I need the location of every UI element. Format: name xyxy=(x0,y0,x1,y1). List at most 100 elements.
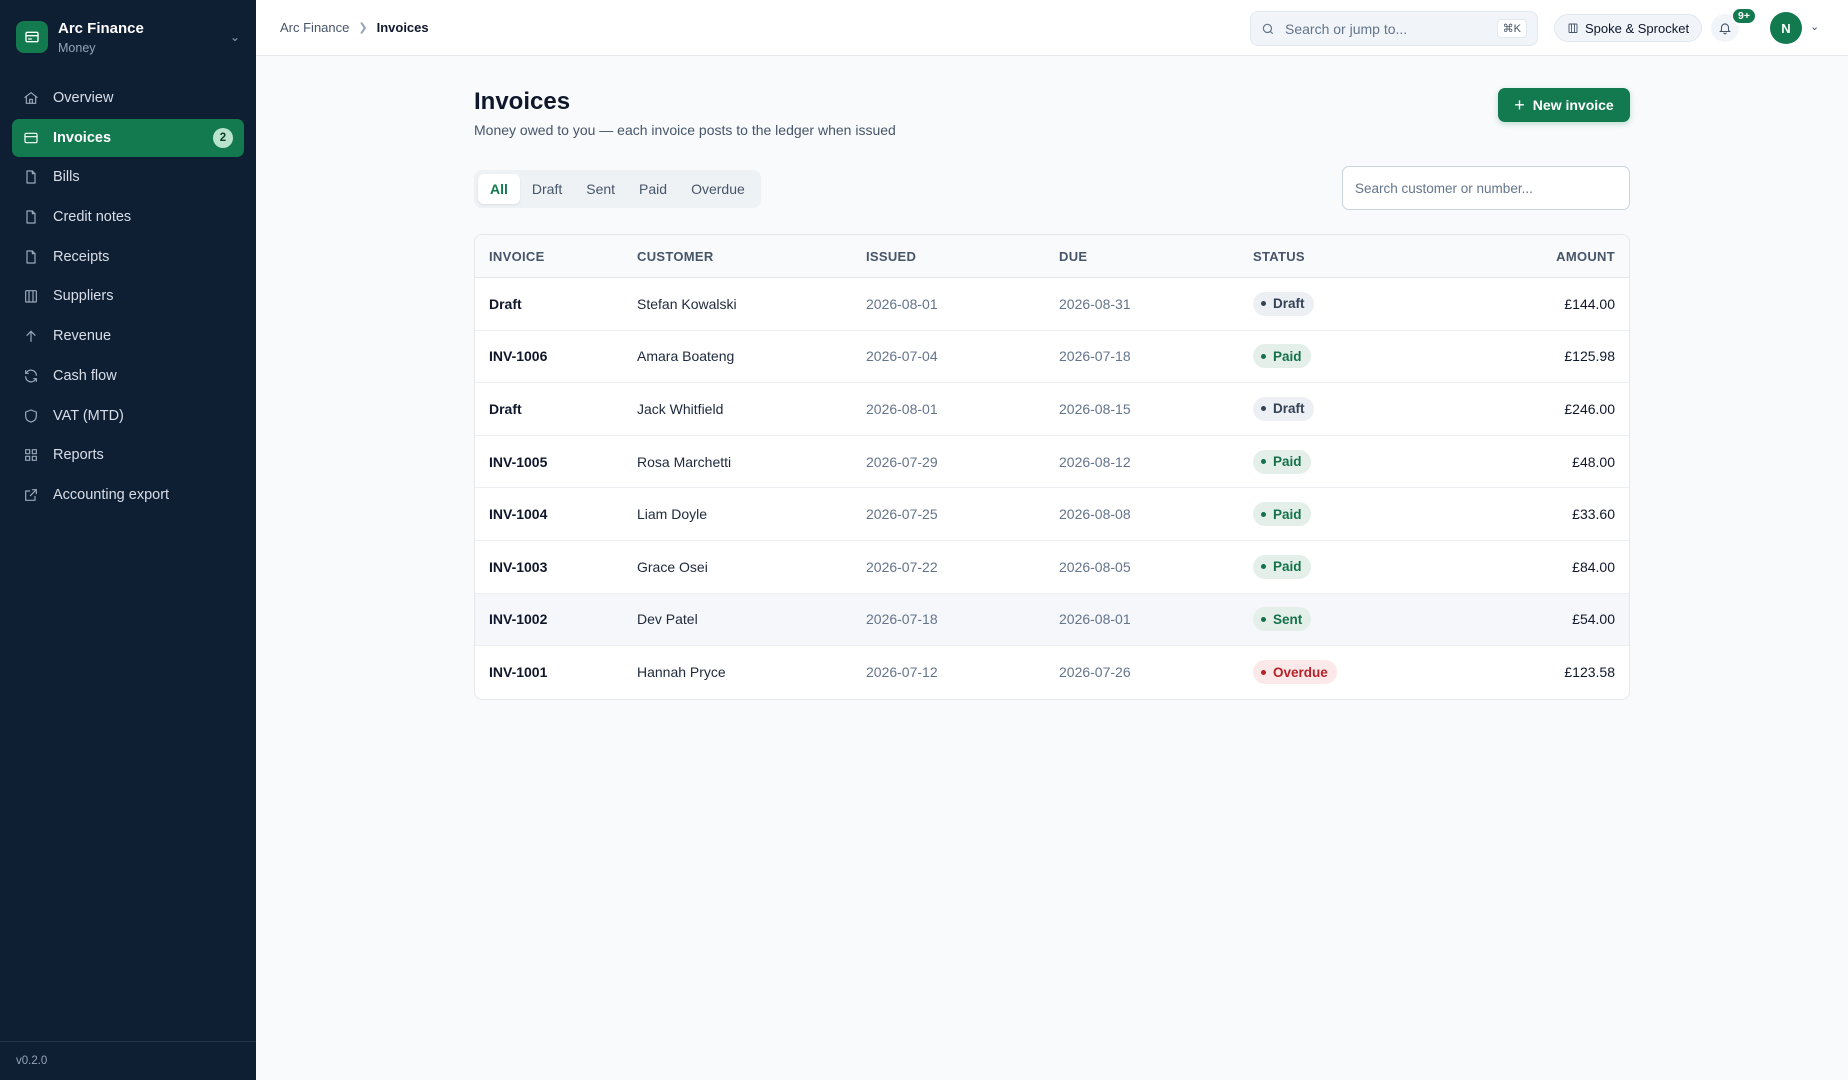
count-badge: 2 xyxy=(213,127,233,148)
issued-date: 2026-08-01 xyxy=(866,400,938,417)
table-row[interactable]: INV-1004 Liam Doyle 2026-07-25 2026-08-0… xyxy=(475,488,1629,541)
due-date: 2026-07-18 xyxy=(1059,348,1131,365)
customer-name: Jack Whitfield xyxy=(637,400,724,417)
chevron-down-icon[interactable]: ⌄ xyxy=(1810,21,1820,33)
invoice-number: INV-1006 xyxy=(489,348,548,365)
due-date: 2026-08-01 xyxy=(1059,611,1131,628)
issued-date: 2026-08-01 xyxy=(866,295,938,312)
page-subtitle: Money owed to you — each invoice posts t… xyxy=(474,122,896,138)
sidebar-item-overview[interactable]: Overview xyxy=(12,79,244,117)
column-header-invoice[interactable]: Invoice xyxy=(489,248,545,264)
tab-overdue[interactable]: Overdue xyxy=(691,181,745,197)
sidebar-item-receipts[interactable]: Receipts xyxy=(12,238,244,276)
customer-name: Dev Patel xyxy=(637,611,698,628)
breadcrumb-current: Invoices xyxy=(376,20,429,35)
page-title: Invoices xyxy=(474,88,571,115)
sidebar-item-reports[interactable]: Reports xyxy=(12,436,244,474)
status-badge: Draft xyxy=(1253,396,1314,421)
chevron-down-icon: ⌄ xyxy=(229,30,240,44)
status-badge: Paid xyxy=(1253,554,1311,579)
sidebar-item-label: Credit notes xyxy=(53,209,132,226)
shortcut-hint: ⌘K xyxy=(1496,19,1527,38)
bell-icon xyxy=(1719,23,1731,35)
due-date: 2026-08-15 xyxy=(1059,400,1131,417)
customer-name: Amara Boateng xyxy=(637,348,735,365)
column-header-due[interactable]: Due xyxy=(1059,248,1088,264)
arrow-up-icon xyxy=(23,328,39,344)
column-header-status[interactable]: Status xyxy=(1253,248,1305,264)
amount: £144.00 xyxy=(1564,295,1615,312)
column-header-issued[interactable]: Issued xyxy=(866,248,917,264)
invoice-number: Draft xyxy=(489,295,522,312)
sidebar-item-accounting-export[interactable]: Accounting export xyxy=(12,476,244,514)
sidebar-item-bills[interactable]: Bills xyxy=(12,158,244,196)
table-row[interactable]: INV-1005 Rosa Marchetti 2026-07-29 2026-… xyxy=(475,436,1629,489)
amount: £54.00 xyxy=(1572,611,1615,628)
sidebar-item-revenue[interactable]: Revenue xyxy=(12,317,244,355)
table-row[interactable]: INV-1002 Dev Patel 2026-07-18 2026-08-01… xyxy=(475,593,1629,647)
column-header-customer[interactable]: Customer xyxy=(637,248,714,264)
table-row[interactable]: Draft Stefan Kowalski 2026-08-01 2026-08… xyxy=(475,278,1629,331)
sidebar-item-label: Accounting export xyxy=(53,486,170,503)
sidebar-item-credit-notes[interactable]: Credit notes xyxy=(12,198,244,236)
card-icon xyxy=(23,130,39,146)
invoice-number: Draft xyxy=(489,400,522,417)
refresh-icon xyxy=(23,368,39,384)
due-date: 2026-07-26 xyxy=(1059,664,1131,681)
organization-switcher[interactable]: Spoke & Sprocket xyxy=(1554,14,1703,42)
status-badge: Overdue xyxy=(1253,660,1337,685)
search-placeholder: Search or jump to... xyxy=(1285,20,1408,37)
workspace-switcher[interactable]: Arc Finance Money ⌄ xyxy=(0,0,256,74)
issued-date: 2026-07-12 xyxy=(866,664,938,681)
topbar: Arc Finance ❯ Invoices Search or jump to… xyxy=(256,0,1848,56)
invoice-number: INV-1001 xyxy=(489,664,548,681)
tab-all[interactable]: All xyxy=(478,174,520,204)
column-header-amount[interactable]: Amount xyxy=(1556,248,1615,264)
sidebar-item-label: Bills xyxy=(53,169,80,186)
sidebar-nav: Overview Invoices 2 Bills Credit notes R… xyxy=(0,79,256,514)
file-icon xyxy=(23,249,39,265)
tab-paid[interactable]: Paid xyxy=(639,181,668,197)
sidebar-item-label: Suppliers xyxy=(53,288,114,305)
status-badge: Sent xyxy=(1253,607,1312,632)
home-icon xyxy=(23,90,39,106)
issued-date: 2026-07-18 xyxy=(866,611,938,628)
due-date: 2026-08-12 xyxy=(1059,453,1131,470)
sidebar: Arc Finance Money ⌄ Overview Invoices 2 … xyxy=(0,0,256,1080)
sidebar-item-vat[interactable]: VAT (MTD) xyxy=(12,397,244,435)
status-badge: Draft xyxy=(1253,291,1314,316)
issued-date: 2026-07-04 xyxy=(866,348,938,365)
grid-icon xyxy=(23,447,39,463)
global-search-input[interactable]: Search or jump to... ⌘K xyxy=(1250,11,1538,46)
amount: £125.98 xyxy=(1564,348,1615,365)
sidebar-item-invoices[interactable]: Invoices 2 xyxy=(12,118,244,157)
sidebar-item-suppliers[interactable]: Suppliers xyxy=(12,277,244,315)
table-row[interactable]: INV-1001 Hannah Pryce 2026-07-12 2026-07… xyxy=(475,646,1629,699)
due-date: 2026-08-05 xyxy=(1059,558,1131,575)
invoice-number: INV-1004 xyxy=(489,506,548,523)
organization-name: Spoke & Sprocket xyxy=(1585,20,1690,36)
due-date: 2026-08-08 xyxy=(1059,506,1131,523)
new-invoice-button[interactable]: + New invoice xyxy=(1498,88,1630,122)
tab-sent[interactable]: Sent xyxy=(586,181,616,197)
file-icon xyxy=(23,209,39,225)
amount: £48.00 xyxy=(1572,453,1615,470)
tab-draft[interactable]: Draft xyxy=(531,181,563,197)
avatar[interactable]: N xyxy=(1770,12,1802,44)
sidebar-item-label: Receipts xyxy=(53,248,110,265)
notification-badge: 9+ xyxy=(1731,7,1757,25)
table-row[interactable]: INV-1003 Grace Osei 2026-07-22 2026-08-0… xyxy=(475,541,1629,594)
table-row[interactable]: INV-1006 Amara Boateng 2026-07-04 2026-0… xyxy=(475,331,1629,384)
status-badge: Paid xyxy=(1253,344,1311,369)
table-row[interactable]: Draft Jack Whitfield 2026-08-01 2026-08-… xyxy=(475,383,1629,436)
breadcrumb-root[interactable]: Arc Finance xyxy=(280,20,350,35)
sidebar-item-cash-flow[interactable]: Cash flow xyxy=(12,357,244,395)
invoice-search-input[interactable]: Search customer or number... xyxy=(1342,166,1630,210)
new-invoice-label: New invoice xyxy=(1532,97,1614,113)
shield-icon xyxy=(23,408,39,424)
sidebar-item-label: Overview xyxy=(53,90,114,106)
building-icon xyxy=(23,288,39,304)
customer-name: Liam Doyle xyxy=(637,506,708,523)
amount: £123.58 xyxy=(1564,664,1615,681)
issued-date: 2026-07-25 xyxy=(866,506,938,523)
